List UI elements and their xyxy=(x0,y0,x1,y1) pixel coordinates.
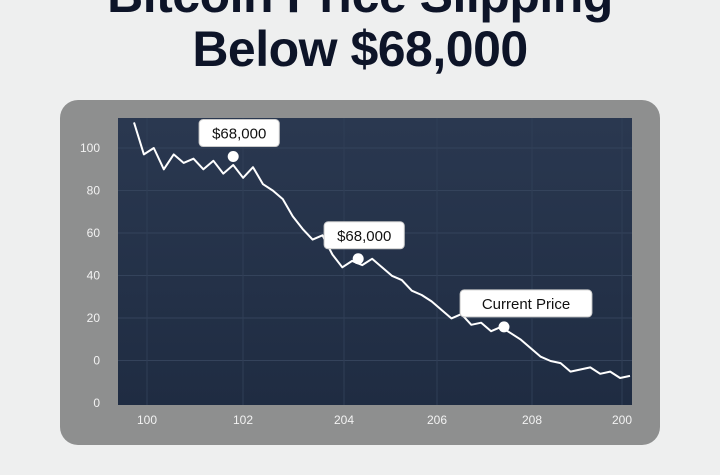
x-tick-label: 100 xyxy=(137,413,157,427)
x-tick-label: 102 xyxy=(233,413,253,427)
y-tick-label: 40 xyxy=(87,269,101,283)
annotation-label: $68,000 xyxy=(212,126,266,143)
x-tick-label: 200 xyxy=(612,413,632,427)
y-tick-label: 0 xyxy=(93,354,100,368)
annotation-marker xyxy=(498,321,510,333)
y-tick-label: 20 xyxy=(87,311,101,325)
price-line xyxy=(133,122,631,379)
y-tick-label: 80 xyxy=(87,184,101,198)
x-tick-label: 208 xyxy=(522,413,542,427)
annotation-box xyxy=(323,221,405,250)
y-tick-label: 0 xyxy=(93,396,100,410)
annotation-marker xyxy=(227,151,239,163)
chart-title-line1: Bitcoin Price Slipping xyxy=(0,0,720,20)
y-tick-label: 60 xyxy=(87,226,101,240)
x-tick-label: 206 xyxy=(427,413,447,427)
annotation-label: $68,000 xyxy=(337,228,391,245)
annotation-marker xyxy=(352,253,364,265)
annotation-label: Current Price xyxy=(482,296,570,313)
y-tick-label: 100 xyxy=(80,141,100,155)
x-tick-label: 204 xyxy=(334,413,354,427)
chart-title-line2: Below $68,000 xyxy=(192,21,528,77)
annotation-box xyxy=(459,289,593,318)
annotation-box xyxy=(198,119,280,148)
